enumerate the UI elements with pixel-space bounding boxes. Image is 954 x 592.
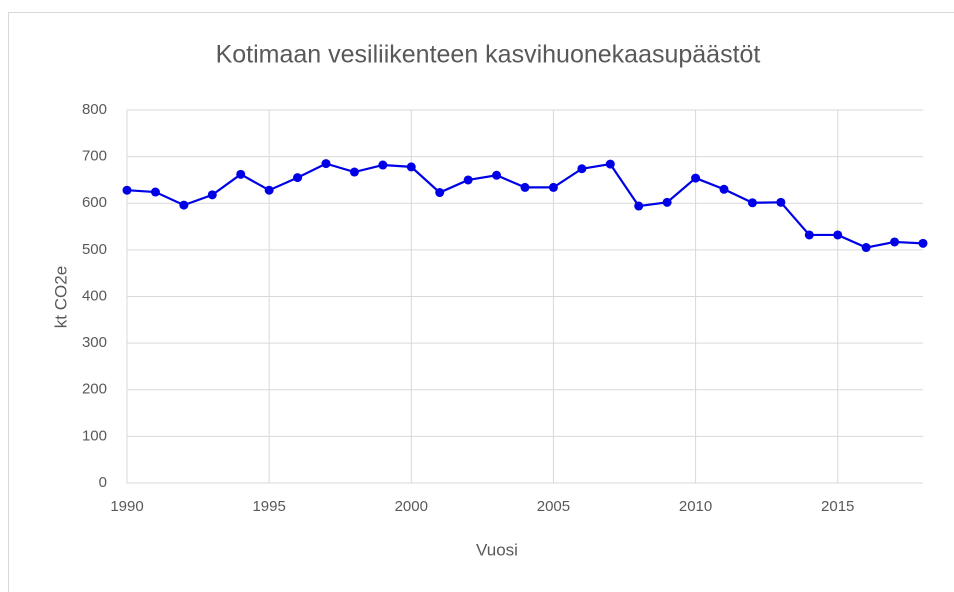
marker <box>150 187 160 197</box>
marker <box>207 190 217 200</box>
marker <box>577 164 587 174</box>
marker <box>463 175 473 185</box>
marker <box>122 185 132 195</box>
marker <box>236 169 246 179</box>
marker <box>548 182 558 192</box>
x-tick-label: 1990 <box>110 498 143 515</box>
y-tick-label: 500 <box>82 241 107 258</box>
x-tick-label: 2015 <box>821 498 854 515</box>
chart-title: Kotimaan vesiliikenteen kasvihuonekaasup… <box>216 41 761 69</box>
chart-frame <box>8 12 954 592</box>
marker <box>776 197 786 207</box>
y-tick-label: 700 <box>82 148 107 165</box>
marker <box>719 184 729 194</box>
marker <box>179 200 189 210</box>
y-tick-label: 100 <box>82 427 107 444</box>
y-tick-label: 0 <box>99 474 107 491</box>
marker <box>747 198 757 208</box>
marker <box>293 173 303 183</box>
x-tick-label: 2005 <box>537 498 570 515</box>
marker <box>804 230 814 240</box>
marker <box>520 182 530 192</box>
x-tick-label: 2000 <box>395 498 428 515</box>
x-tick-label: 2010 <box>679 498 712 515</box>
marker <box>890 237 900 247</box>
y-tick-label: 200 <box>82 381 107 398</box>
marker <box>605 159 615 169</box>
marker <box>918 238 928 248</box>
x-tick-label: 1995 <box>252 498 285 515</box>
marker <box>349 167 359 177</box>
y-tick-label: 300 <box>82 334 107 351</box>
marker <box>435 188 445 198</box>
marker <box>406 162 416 172</box>
marker <box>691 173 701 183</box>
marker <box>492 170 502 180</box>
marker <box>378 160 388 170</box>
marker <box>833 230 843 240</box>
marker <box>264 185 274 195</box>
y-axis-label: kt CO2e <box>51 266 70 328</box>
marker <box>861 243 871 253</box>
x-axis-label: Vuosi <box>476 540 518 559</box>
y-tick-label: 800 <box>82 101 107 118</box>
y-tick-label: 600 <box>82 194 107 211</box>
marker <box>321 159 331 169</box>
marker <box>662 197 672 207</box>
marker <box>634 201 644 211</box>
y-tick-label: 400 <box>82 287 107 304</box>
